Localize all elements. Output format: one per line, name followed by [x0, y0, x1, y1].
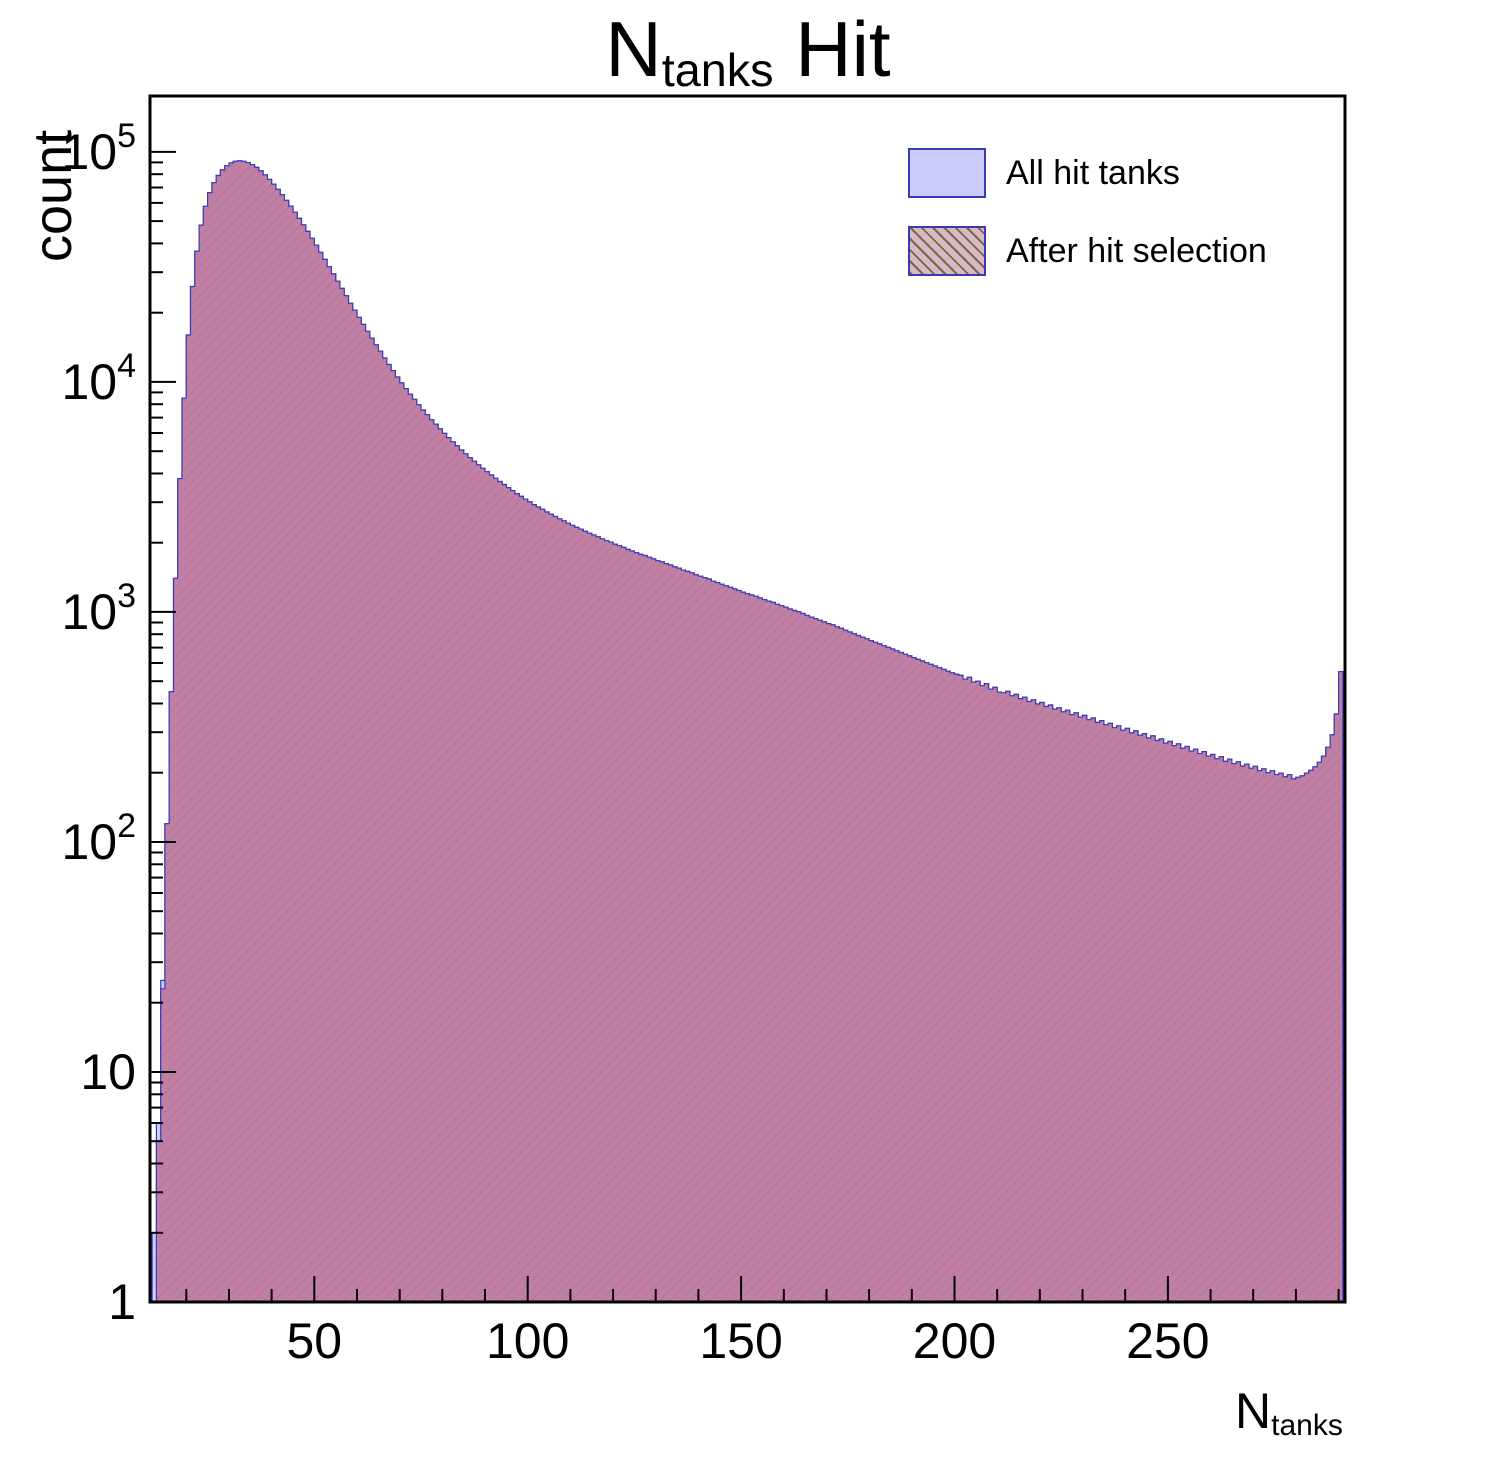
svg-text:105: 105	[61, 117, 136, 180]
svg-text:50: 50	[286, 1313, 342, 1369]
chart-title-prefix: N	[605, 5, 662, 93]
svg-text:10: 10	[80, 1044, 136, 1100]
chart-title-suffix: Hit	[773, 5, 891, 93]
y-axis-title: count	[23, 129, 83, 262]
legend-label-all-hit-tanks: All hit tanks	[1006, 153, 1180, 192]
legend-item-all-hit-tanks: All hit tanks	[908, 148, 1267, 198]
x-axis-title-subscript: tanks	[1271, 1408, 1343, 1442]
svg-text:150: 150	[699, 1313, 782, 1369]
svg-text:200: 200	[913, 1313, 996, 1369]
legend-swatch-after-hit-selection	[908, 226, 986, 276]
svg-text:100: 100	[486, 1313, 569, 1369]
svg-text:103: 103	[61, 577, 136, 640]
svg-text:104: 104	[61, 347, 136, 410]
svg-text:102: 102	[61, 807, 136, 870]
x-axis-title-prefix: N	[1235, 1383, 1272, 1439]
svg-text:1: 1	[108, 1274, 136, 1330]
chart-title-subscript: tanks	[661, 44, 774, 97]
legend: All hit tanks After hit selection	[908, 148, 1267, 304]
legend-swatch-all-hit-tanks	[908, 148, 986, 198]
chart-title: Ntanks Hit	[0, 4, 1496, 97]
svg-text:250: 250	[1126, 1313, 1209, 1369]
x-axis-title: Ntanks	[1235, 1382, 1343, 1442]
legend-label-after-hit-selection: After hit selection	[1006, 231, 1267, 270]
legend-item-after-hit-selection: After hit selection	[908, 226, 1267, 276]
